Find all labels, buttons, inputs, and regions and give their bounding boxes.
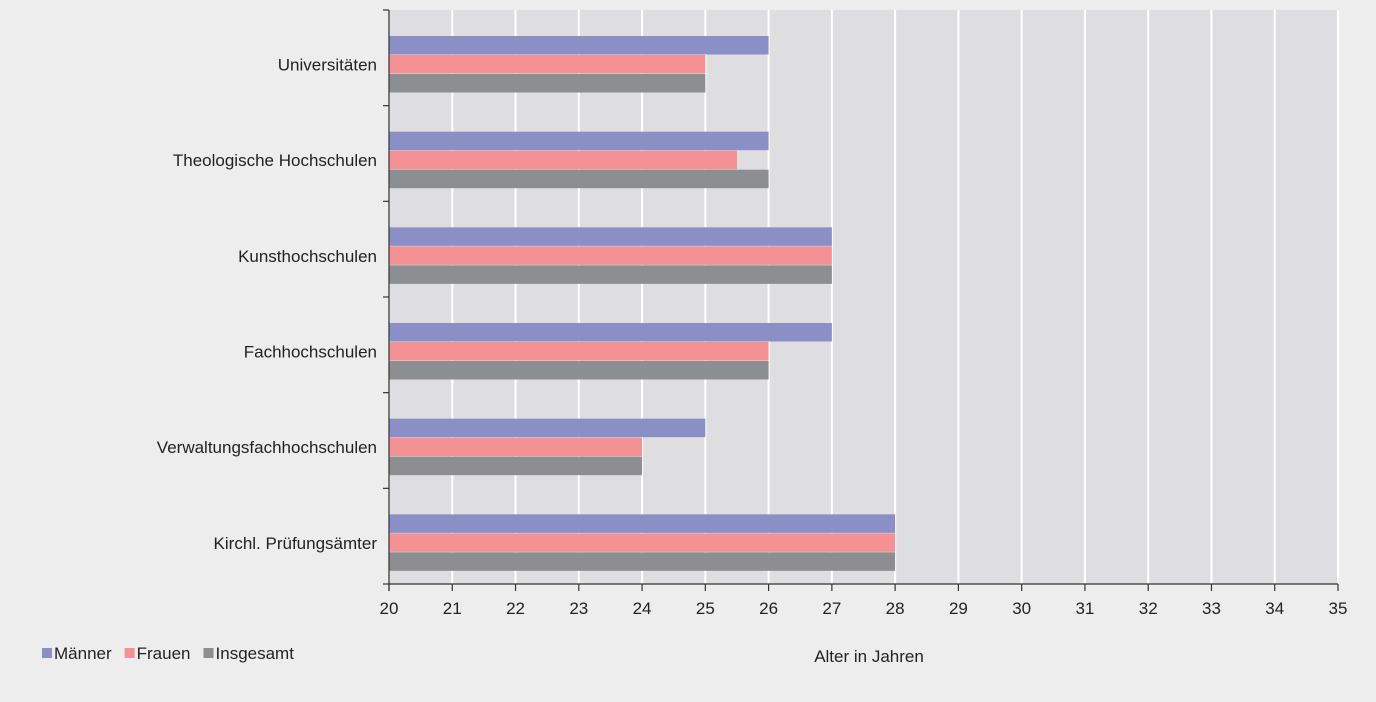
- legend-entry: Insgesamt: [216, 644, 295, 663]
- bar-frauen-2: [389, 150, 737, 170]
- legend-entry: Frauen: [137, 644, 191, 663]
- bar-insgesamt-6: [389, 552, 896, 571]
- x-tick-label: 34: [1265, 599, 1284, 618]
- x-tick-label: 30: [1012, 599, 1031, 618]
- bar-insgesamt-3: [389, 265, 832, 284]
- x-tick-label: 25: [696, 599, 715, 618]
- bars: [389, 36, 896, 571]
- bar-frauen-5: [389, 437, 643, 457]
- bar-frauen-6: [389, 533, 896, 552]
- bar-insgesamt-5: [389, 456, 643, 476]
- category-label: Kirchl. Prüfungsämter: [214, 534, 378, 553]
- category-label: Kunsthochschulen: [238, 247, 377, 266]
- bar-frauen-3: [389, 246, 832, 265]
- bar-männer-2: [389, 131, 769, 151]
- legend-entry: Männer: [54, 644, 112, 663]
- plot-area: [389, 10, 1338, 584]
- x-tick-label: 28: [886, 599, 905, 618]
- bar-männer-3: [389, 227, 832, 246]
- grid-lines: [451, 10, 1339, 584]
- bar-männer-4: [389, 323, 832, 342]
- category-label: Fachhochschulen: [244, 343, 377, 362]
- x-tick-label: 24: [633, 599, 652, 618]
- bar-männer-6: [389, 514, 896, 533]
- x-tick-label: 35: [1329, 599, 1348, 618]
- x-tick-label: 26: [759, 599, 778, 618]
- legend: Männer Frauen Insgesamt: [42, 644, 294, 663]
- bar-insgesamt-1: [389, 74, 706, 93]
- legend-swatch: [124, 648, 135, 658]
- bar-frauen-1: [389, 55, 706, 74]
- bar-insgesamt-4: [389, 361, 769, 380]
- x-axis-title: Alter in Jahren: [814, 647, 924, 666]
- x-tick-label: 33: [1202, 599, 1221, 618]
- axes: [383, 9, 1338, 591]
- legend-swatch: [203, 648, 214, 658]
- x-tick-label: 27: [822, 599, 841, 618]
- bar-männer-1: [389, 36, 769, 55]
- legend-swatch: [42, 648, 52, 658]
- x-tick-label: 20: [380, 599, 399, 618]
- bar-männer-5: [389, 418, 706, 438]
- x-tick-label: 31: [1075, 599, 1094, 618]
- category-label: Verwaltungsfachhochschulen: [157, 438, 377, 457]
- bar-frauen-4: [389, 342, 769, 361]
- tick-labels: 20 21 22 23 24 25 26 27 28 29 30 31 32 33 34 35: [380, 584, 1348, 618]
- x-tick-label: 21: [443, 599, 462, 618]
- category-labels: Universitäten Theologische Hochschulen Kun…: [157, 56, 378, 553]
- bar-insgesamt-2: [389, 169, 769, 189]
- x-tick-label: 32: [1139, 599, 1158, 618]
- category-label: Universitäten: [278, 56, 377, 75]
- x-tick-label: 22: [506, 599, 525, 618]
- x-tick-label: 29: [949, 599, 968, 618]
- x-tick-label: 23: [569, 599, 588, 618]
- category-label: Theologische Hochschulen: [173, 151, 377, 170]
